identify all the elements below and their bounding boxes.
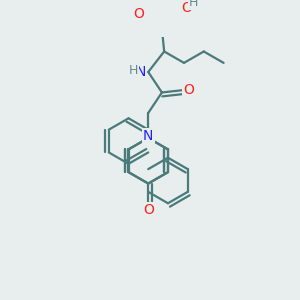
Text: O: O xyxy=(183,83,194,97)
Text: H: H xyxy=(189,0,198,9)
Text: N: N xyxy=(135,65,146,79)
Text: O: O xyxy=(181,2,192,15)
Text: H: H xyxy=(129,64,138,77)
Text: O: O xyxy=(133,8,144,21)
Text: O: O xyxy=(143,203,154,217)
Text: N: N xyxy=(143,129,153,143)
